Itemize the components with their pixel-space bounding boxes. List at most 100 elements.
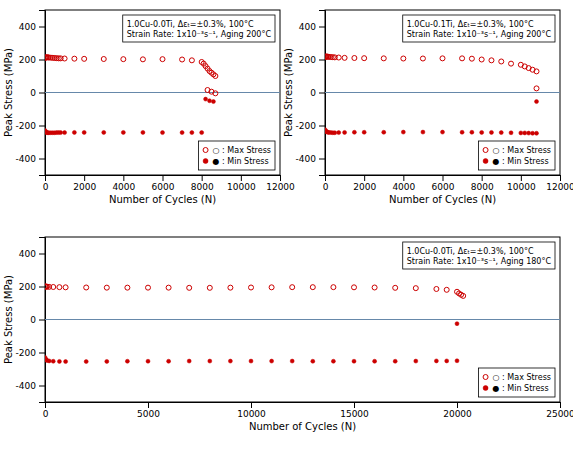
point bbox=[413, 286, 418, 291]
y-tick: 200 bbox=[19, 55, 45, 65]
y-tick-label: -400 bbox=[16, 381, 37, 391]
series bbox=[45, 55, 218, 79]
point bbox=[534, 69, 539, 74]
point bbox=[51, 359, 55, 363]
point bbox=[47, 359, 51, 363]
y-tick: 0 bbox=[30, 88, 45, 98]
x-tick-label: 15000 bbox=[340, 409, 369, 419]
x-tick: 20000 bbox=[443, 402, 472, 419]
y-axis: -400-2000200400 bbox=[16, 11, 46, 176]
x-tick-mark bbox=[241, 175, 242, 181]
plot-frame bbox=[45, 10, 280, 175]
zero-line bbox=[325, 92, 560, 93]
point bbox=[63, 131, 67, 135]
y-axis: -400-2000200400 bbox=[296, 11, 326, 176]
x-tick: 10000 bbox=[227, 175, 256, 192]
y-tick-label: 400 bbox=[19, 249, 36, 259]
point bbox=[213, 74, 218, 79]
y-tick: 200 bbox=[299, 55, 325, 65]
point bbox=[125, 285, 130, 290]
point bbox=[249, 285, 254, 290]
x-tick: 0 bbox=[43, 175, 49, 192]
x-tick: 5000 bbox=[137, 402, 160, 419]
title-box-frame bbox=[123, 15, 275, 42]
title: 1.0Cu-0.0Ti, Δεₜ=±0.3%, 100°C bbox=[407, 247, 534, 256]
legend-swatch bbox=[483, 386, 488, 391]
legend: ○ : Max Stress● : Min Stress bbox=[479, 141, 555, 170]
x-tick-label: 0 bbox=[43, 182, 49, 192]
point bbox=[200, 131, 204, 135]
x-tick-mark bbox=[560, 402, 561, 408]
y-tick-label: -200 bbox=[16, 348, 37, 358]
series bbox=[45, 355, 459, 363]
y-axis-line bbox=[319, 11, 326, 176]
x-axis-title: Number of Cycles (N) bbox=[389, 194, 496, 205]
x-tick: 2000 bbox=[73, 175, 96, 192]
y-tick-label: 200 bbox=[299, 55, 316, 65]
y-axis: -400-2000200400 bbox=[16, 238, 46, 403]
x-tick: 4000 bbox=[112, 175, 135, 192]
y-tick-mark bbox=[319, 93, 325, 94]
point bbox=[57, 359, 61, 363]
point bbox=[414, 359, 418, 363]
point bbox=[434, 286, 439, 291]
x-tick: 6000 bbox=[152, 175, 175, 192]
legend: ○ : Max Stress● : Min Stress bbox=[479, 368, 555, 397]
x-tick: 2000 bbox=[353, 175, 376, 192]
y-axis-line bbox=[39, 238, 46, 403]
y-tick-label: 0 bbox=[30, 88, 36, 98]
y-tick-label: -400 bbox=[16, 154, 37, 164]
point bbox=[401, 56, 406, 61]
x-tick: 25000 bbox=[546, 402, 573, 419]
point bbox=[146, 359, 150, 363]
y-tick-mark bbox=[39, 287, 45, 288]
point bbox=[337, 131, 341, 135]
x-tick-mark bbox=[443, 175, 444, 181]
point bbox=[187, 359, 191, 363]
y-tick-mark bbox=[319, 60, 325, 61]
x-tick-mark bbox=[560, 175, 561, 181]
title-box-frame bbox=[403, 15, 555, 42]
y-tick: -200 bbox=[296, 121, 325, 131]
legend-label: ○ : Max Stress bbox=[493, 373, 551, 382]
x-tick-label: 0 bbox=[323, 182, 329, 192]
point bbox=[140, 57, 145, 62]
y-tick-label: -200 bbox=[296, 121, 317, 131]
series bbox=[45, 284, 466, 298]
x-tick-label: 0 bbox=[43, 409, 49, 419]
x-tick-label: 8000 bbox=[471, 182, 494, 192]
legend-label: ● : Min Stress bbox=[213, 157, 269, 166]
point bbox=[311, 359, 315, 363]
y-tick-mark bbox=[39, 93, 45, 94]
x-tick: 12000 bbox=[266, 175, 295, 192]
point bbox=[441, 130, 445, 134]
y-tick: -200 bbox=[16, 348, 45, 358]
point bbox=[519, 131, 523, 135]
point bbox=[445, 359, 449, 363]
point bbox=[480, 130, 484, 134]
x-tick-mark bbox=[521, 175, 522, 181]
y-tick-mark bbox=[39, 254, 45, 255]
y-tick: 0 bbox=[310, 88, 325, 98]
point bbox=[72, 130, 76, 134]
legend-label: ○ : Max Stress bbox=[213, 146, 271, 155]
x-tick: 15000 bbox=[340, 402, 369, 419]
point bbox=[121, 57, 126, 62]
point bbox=[62, 56, 67, 61]
point bbox=[489, 58, 494, 63]
legend-label: ● : Min Stress bbox=[493, 157, 549, 166]
point bbox=[204, 97, 208, 101]
x-tick-label: 5000 bbox=[137, 409, 160, 419]
y-tick-mark bbox=[39, 386, 45, 387]
point bbox=[141, 130, 145, 134]
point bbox=[105, 359, 109, 363]
point bbox=[208, 99, 212, 103]
point bbox=[440, 56, 445, 61]
legend-frame bbox=[199, 141, 275, 170]
y-tick-mark bbox=[39, 126, 45, 127]
x-tick-mark bbox=[457, 402, 458, 408]
point bbox=[180, 131, 184, 135]
subtitle: Strain Rate: 1x10⁻³s⁻¹, Aging 200°C bbox=[127, 30, 272, 39]
series bbox=[325, 128, 539, 136]
panel: 020004000600080001000012000-400-20002004… bbox=[3, 10, 295, 205]
